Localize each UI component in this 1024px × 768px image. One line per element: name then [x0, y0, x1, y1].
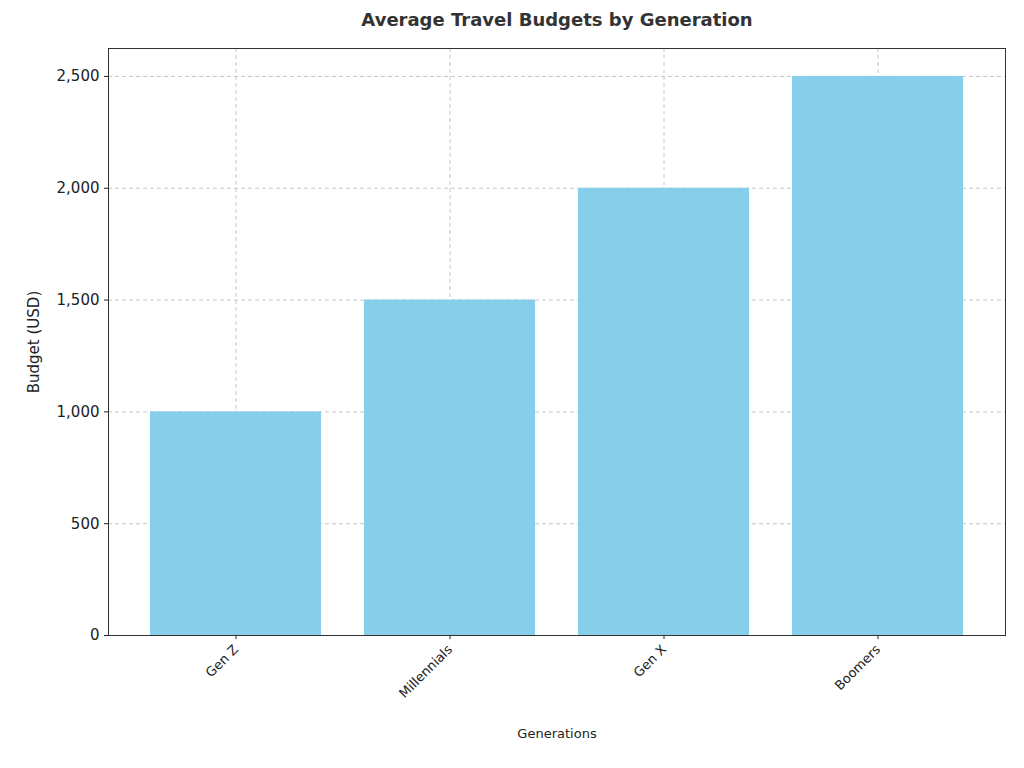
svg-text:Millennials: Millennials: [396, 642, 455, 701]
svg-text:1,500: 1,500: [57, 291, 100, 309]
svg-text:Generations: Generations: [517, 726, 597, 741]
svg-text:Budget (USD): Budget (USD): [25, 291, 43, 393]
svg-text:1,000: 1,000: [57, 403, 100, 421]
svg-text:Gen X: Gen X: [631, 642, 669, 680]
svg-text:2,500: 2,500: [57, 67, 100, 85]
svg-text:2,000: 2,000: [57, 179, 100, 197]
html-text:Average Travel Budgets by Gene: Average Travel Budgets by Generation: [361, 9, 753, 30]
svg-text:Gen Z: Gen Z: [203, 642, 241, 680]
svg-text:Boomers: Boomers: [832, 642, 884, 694]
svg-text:0: 0: [90, 626, 100, 644]
svg-text:500: 500: [71, 514, 100, 532]
